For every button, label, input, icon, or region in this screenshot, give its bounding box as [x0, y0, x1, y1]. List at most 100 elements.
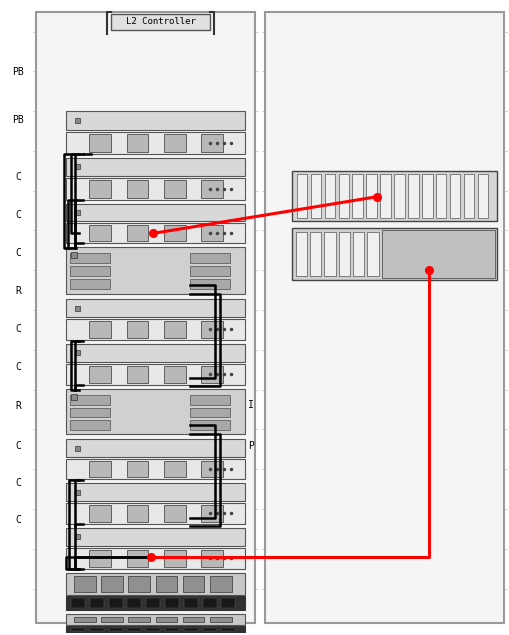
Bar [296, 174, 306, 218]
Bar [221, 628, 235, 631]
Bar [126, 225, 148, 241]
Bar [163, 505, 185, 522]
Bar [66, 344, 244, 362]
Bar [101, 617, 123, 622]
Bar [70, 253, 109, 264]
Bar [90, 598, 104, 608]
Bar [66, 248, 244, 294]
Bar [75, 351, 80, 356]
Bar [126, 550, 148, 566]
Bar [190, 266, 230, 276]
Bar [163, 180, 185, 197]
Bar [126, 321, 148, 338]
Bar [338, 174, 348, 218]
Bar [75, 534, 80, 539]
Bar [66, 528, 244, 545]
Text: C: C [15, 362, 21, 371]
Bar [201, 505, 222, 522]
Bar [75, 490, 80, 495]
Bar [89, 461, 111, 477]
Bar [221, 598, 235, 608]
Bar [108, 598, 123, 608]
Bar [295, 232, 306, 276]
Bar [89, 321, 111, 338]
Bar [463, 174, 473, 218]
Bar [146, 628, 160, 631]
Text: L2 Controller: L2 Controller [125, 17, 195, 26]
Bar [71, 598, 85, 608]
Bar [126, 134, 148, 152]
Bar [380, 174, 390, 218]
Bar [66, 503, 244, 524]
Bar [126, 505, 148, 522]
Text: C: C [15, 324, 21, 334]
Bar [324, 174, 334, 218]
Bar [127, 628, 141, 631]
Bar [163, 366, 185, 383]
Bar [66, 439, 244, 457]
Bar [90, 628, 104, 631]
Bar [70, 266, 109, 276]
Bar [66, 615, 244, 625]
Text: C: C [15, 514, 21, 525]
Bar [71, 252, 77, 258]
Bar [201, 461, 222, 477]
Bar [74, 575, 96, 592]
Bar [202, 628, 216, 631]
Text: PB: PB [12, 116, 24, 126]
Bar [66, 596, 244, 610]
Bar [201, 321, 222, 338]
Bar [183, 598, 197, 608]
Bar [66, 483, 244, 501]
Bar [70, 420, 109, 431]
Bar [291, 171, 496, 220]
Bar [265, 11, 503, 624]
Bar [66, 389, 244, 434]
Bar [126, 461, 148, 477]
Bar [66, 111, 244, 130]
Bar [421, 174, 432, 218]
Bar [66, 158, 244, 176]
Bar [407, 174, 418, 218]
Bar [291, 229, 496, 280]
Bar [74, 617, 96, 622]
Bar [89, 550, 111, 566]
Bar [190, 279, 230, 289]
Bar [365, 174, 376, 218]
Bar [75, 164, 80, 170]
Bar [435, 174, 445, 218]
Bar [309, 232, 321, 276]
Bar [126, 366, 148, 383]
Bar [66, 204, 244, 220]
Bar [75, 305, 80, 311]
Bar [190, 253, 230, 264]
Bar [449, 174, 460, 218]
Bar [36, 11, 254, 624]
Bar [75, 446, 80, 451]
Bar [128, 617, 150, 622]
Bar [352, 232, 363, 276]
Bar [146, 598, 160, 608]
Bar [201, 366, 222, 383]
Bar [163, 225, 185, 241]
Bar [70, 394, 109, 404]
Bar [477, 174, 487, 218]
Bar [202, 598, 216, 608]
Bar [66, 573, 244, 596]
Bar [163, 461, 185, 477]
Bar [201, 134, 222, 152]
Bar [70, 408, 109, 417]
Bar [89, 134, 111, 152]
Bar [182, 617, 204, 622]
Bar [210, 575, 231, 592]
Bar [101, 575, 123, 592]
Bar [75, 118, 80, 123]
Text: R: R [15, 401, 21, 411]
Bar [66, 299, 244, 317]
Bar [70, 279, 109, 289]
Bar [110, 14, 210, 30]
Bar [182, 575, 204, 592]
Bar [89, 505, 111, 522]
Bar [381, 231, 494, 278]
Bar [367, 232, 378, 276]
